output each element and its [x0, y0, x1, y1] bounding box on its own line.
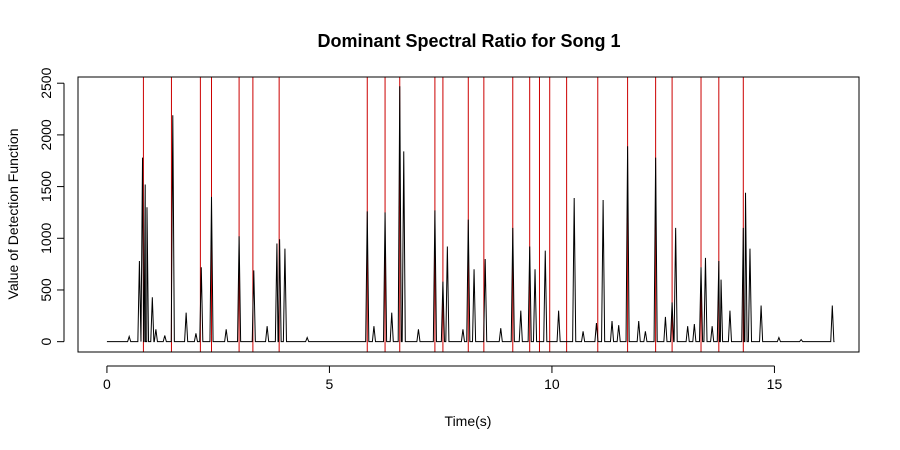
plot-area	[106, 77, 835, 352]
y-tick-label: 2000	[38, 119, 54, 150]
x-tick-label: 0	[103, 376, 111, 392]
chart-title: Dominant Spectral Ratio for Song 1	[317, 31, 620, 51]
detection-function-line	[106, 86, 835, 343]
y-axis: 0 500 1000 1500 2000 2500	[38, 67, 65, 346]
y-tick-label: 500	[38, 278, 54, 302]
x-tick-label: 5	[326, 376, 334, 392]
y-tick-label: 2500	[38, 67, 54, 98]
x-tick-label: 10	[544, 376, 560, 392]
x-axis-label: Time(s)	[445, 413, 492, 429]
y-tick-label: 0	[38, 338, 54, 346]
x-tick-label: 15	[767, 376, 783, 392]
y-tick-label: 1000	[38, 222, 54, 253]
plot-frame	[77, 76, 860, 353]
y-axis-label: Value of Detection Function	[5, 129, 21, 300]
y-tick-label: 1500	[38, 171, 54, 202]
x-axis: 0 5 10 15	[103, 365, 783, 392]
